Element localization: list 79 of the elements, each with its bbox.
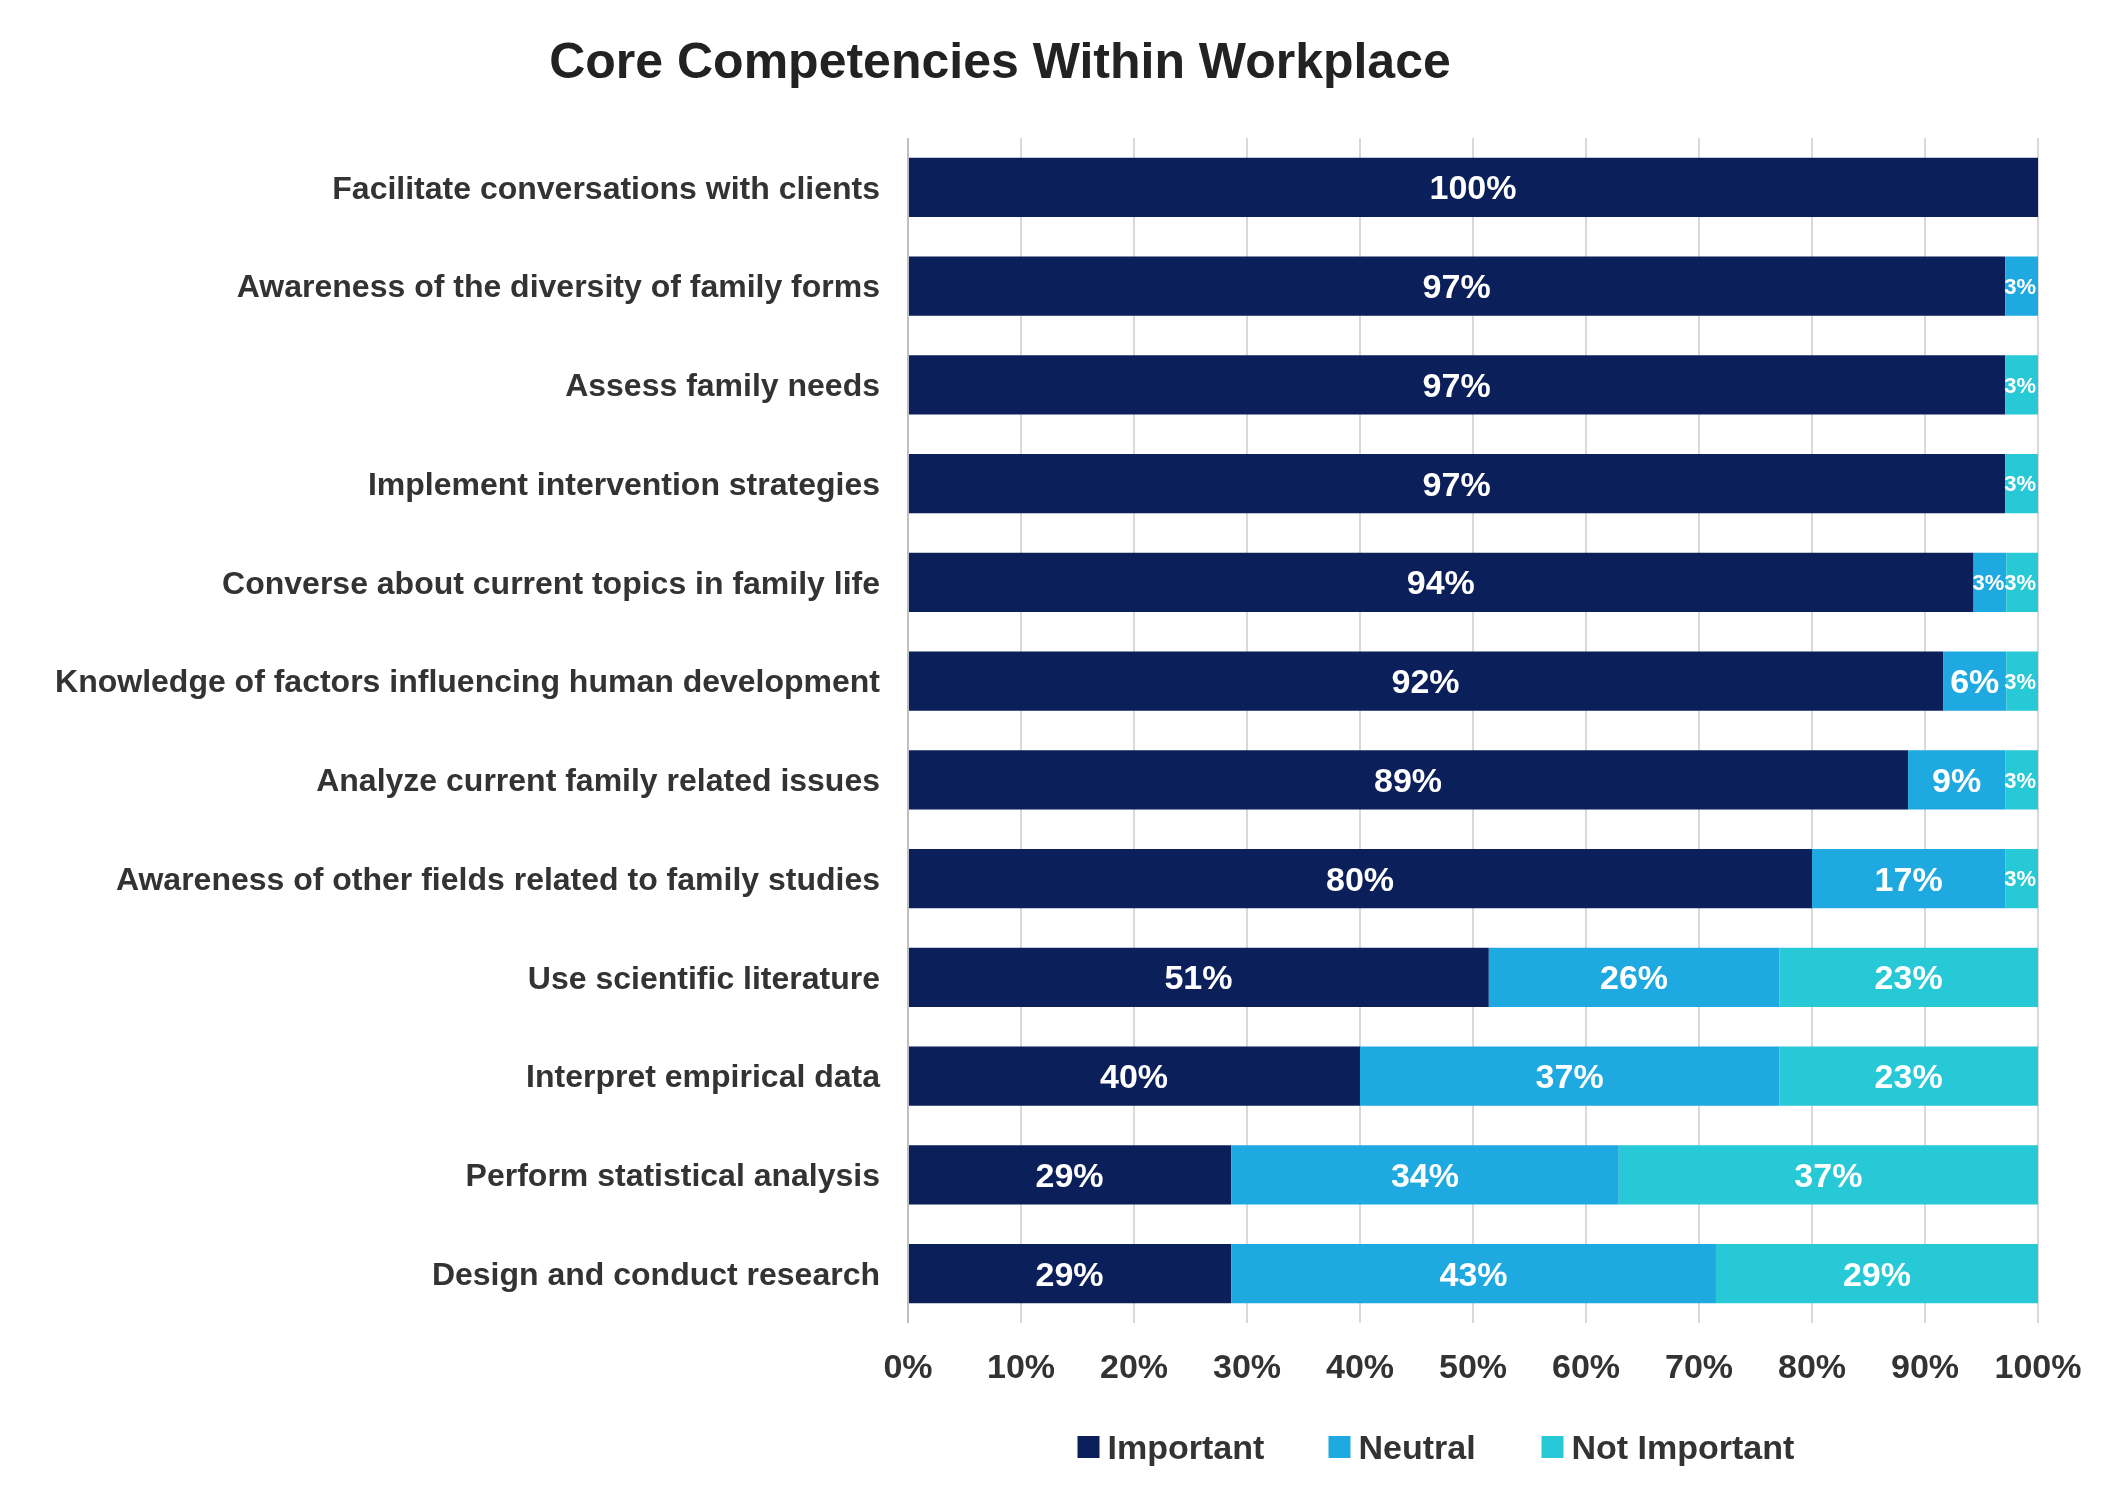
bar [908, 256, 2006, 316]
data-label: 97% [1422, 267, 1491, 306]
data-label: 29% [1842, 1254, 1912, 1293]
data-label: 17% [1874, 859, 1943, 898]
y-tick-label: Knowledge of factors influencing human development [55, 663, 881, 700]
y-tick-label: Analyze current family related issues [316, 762, 880, 799]
data-label: 3% [2004, 273, 2036, 299]
data-label: 3% [2004, 570, 2036, 596]
bar [908, 849, 1812, 909]
data-label: 9% [1932, 760, 1982, 799]
y-tick-label: Assess family needs [565, 367, 880, 404]
data-label: 34% [1390, 1155, 1460, 1194]
x-tick-label: 90% [1890, 1347, 1960, 1385]
bar [1779, 1046, 2038, 1106]
bar [908, 651, 1944, 711]
bar [1231, 1145, 1619, 1205]
data-label: 37% [1535, 1057, 1604, 1096]
data-label: 92% [1391, 662, 1460, 701]
legend-label: Important [1107, 1427, 1265, 1466]
data-label: 3% [2004, 767, 2036, 793]
x-tick-label: 80% [1777, 1347, 1847, 1385]
bar [1812, 849, 2006, 909]
bar [1779, 947, 2038, 1007]
bar [908, 1145, 1232, 1205]
data-label: 29% [1035, 1254, 1104, 1293]
data-label: 23% [1874, 1057, 1943, 1096]
data-label: 3% [2004, 866, 2036, 892]
legend-label: Not Important [1571, 1427, 1795, 1466]
data-label: 100% [1429, 168, 1517, 207]
y-tick-label: Design and conduct research [431, 1255, 880, 1292]
x-tick-label: 20% [1099, 1347, 1169, 1385]
bar [908, 454, 2006, 514]
x-tick-label: 40% [1325, 1347, 1395, 1385]
data-label: 23% [1874, 958, 1943, 997]
data-label: 3% [2004, 372, 2036, 398]
bar [908, 552, 1974, 612]
y-tick-label: Implement intervention strategies [367, 465, 880, 502]
data-label: 40% [1099, 1057, 1169, 1096]
bar [1231, 1244, 1716, 1304]
data-label: 89% [1373, 760, 1443, 799]
data-label: 29% [1035, 1155, 1104, 1194]
bar [1715, 1244, 2038, 1304]
y-tick-label: Awareness of other fields related to family studies [115, 860, 880, 897]
data-label: 37% [1794, 1155, 1863, 1194]
bar [908, 1046, 1360, 1106]
data-label: 80% [1325, 859, 1395, 898]
bar [908, 355, 2006, 415]
bar [908, 1244, 1232, 1304]
y-tick-label: Perform statistical analysis [465, 1157, 880, 1194]
data-label: 97% [1422, 464, 1491, 503]
data-label: 51% [1164, 958, 1233, 997]
chart-title: Core Competencies Within Workplace [549, 33, 1451, 89]
legend-label: Neutral [1358, 1427, 1476, 1466]
data-label: 97% [1422, 365, 1491, 404]
data-label: 3% [1972, 570, 2005, 596]
x-tick-label: 10% [986, 1347, 1056, 1385]
bar [1488, 947, 1780, 1007]
data-label: 3% [2004, 471, 2036, 497]
y-tick-label: Converse about current topics in family life [222, 564, 880, 601]
bar [908, 157, 2038, 217]
bar [908, 750, 1909, 810]
y-tick-label: Interpret empirical data [526, 1058, 881, 1095]
bar [1618, 1145, 2038, 1205]
data-label: 6% [1950, 662, 2000, 701]
data-label: 26% [1599, 958, 1669, 997]
bar [908, 947, 1489, 1007]
data-label: 3% [2004, 668, 2036, 694]
x-tick-label: 50% [1438, 1347, 1508, 1385]
data-label: 94% [1406, 563, 1475, 602]
x-tick-label: 100% [1994, 1347, 2082, 1385]
data-label: 43% [1439, 1254, 1508, 1293]
y-tick-label: Facilitate conversations with clients [332, 169, 880, 206]
y-tick-label: Use scientific literature [527, 959, 880, 996]
x-tick-label: 70% [1664, 1347, 1734, 1385]
x-tick-label: 30% [1212, 1347, 1282, 1385]
y-tick-label: Awareness of the diversity of family forms [236, 268, 880, 305]
x-tick-label: 0% [883, 1347, 933, 1385]
bar [1360, 1046, 1780, 1106]
x-tick-label: 60% [1551, 1347, 1621, 1385]
